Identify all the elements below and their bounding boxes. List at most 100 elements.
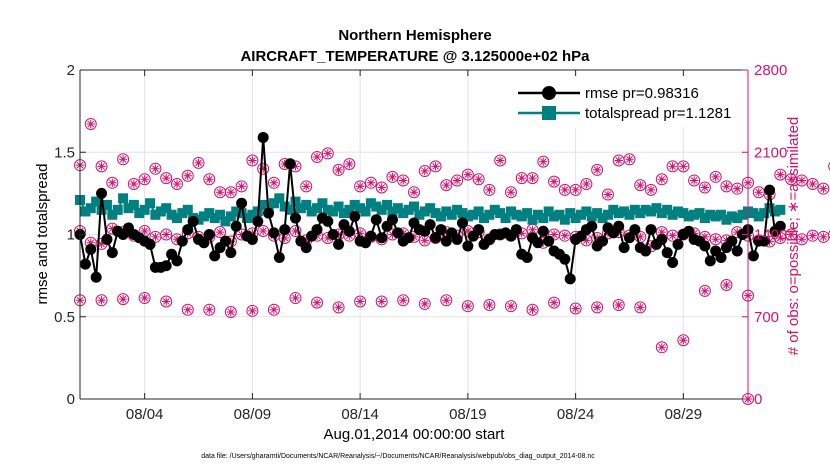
obs-count-point	[774, 168, 787, 181]
obs-possible-marker	[698, 284, 711, 297]
rmse-point	[327, 229, 339, 240]
obs-possible-marker	[160, 228, 173, 241]
totalspread-point	[349, 199, 360, 210]
x-tick-label-5: 08/29	[665, 406, 703, 423]
rmse-point	[726, 235, 738, 247]
rmse-point	[656, 233, 668, 245]
obs-count-point	[440, 294, 453, 307]
totalspread-point	[441, 206, 452, 217]
obs-count-point	[267, 176, 280, 189]
obs-assimilated-marker	[399, 296, 408, 305]
obs-count-point	[138, 291, 151, 304]
obs-count-point	[698, 181, 711, 194]
obs-possible-marker	[246, 304, 259, 317]
y2-tick-label-2: 1400	[754, 227, 787, 244]
totalspread-point	[759, 208, 770, 219]
totalspread-point	[333, 201, 344, 212]
obs-possible-marker	[311, 150, 324, 163]
rmse-point	[667, 256, 679, 268]
rmse-point	[704, 255, 716, 267]
obs-possible-marker	[257, 162, 270, 175]
obs-assimilated-marker	[549, 177, 559, 186]
obs-count-point	[224, 186, 237, 199]
obs-assimilated-marker	[291, 162, 300, 171]
x-tick-label-4: 08/24	[557, 406, 595, 423]
obs-count-point	[591, 163, 604, 176]
rmse-point	[672, 238, 684, 250]
totalspread-point	[732, 213, 743, 224]
obs-possible-marker	[160, 172, 173, 185]
obs-count-point	[214, 226, 227, 239]
obs-possible-marker	[364, 176, 377, 189]
obs-count-point	[806, 177, 819, 190]
obs-count-point	[785, 228, 798, 241]
obs-assimilated-marker	[97, 162, 106, 171]
obs-assimilated-marker	[636, 303, 645, 312]
totalspread-point	[306, 206, 317, 217]
totalspread-point	[629, 204, 640, 215]
obs-possible-marker	[375, 295, 388, 308]
rmse-point	[203, 229, 215, 240]
obs-count-point	[160, 295, 173, 308]
obs-count-point	[160, 172, 173, 185]
obs-count-point	[257, 224, 270, 237]
obs-count-point	[623, 153, 636, 166]
obs-assimilated-marker	[452, 176, 462, 185]
obs-count-point	[461, 168, 474, 181]
rmse-point	[645, 224, 657, 236]
rmse-point	[187, 215, 199, 227]
obs-count-point	[795, 233, 808, 246]
obs-assimilated-marker	[442, 296, 451, 305]
totalspread-point	[274, 193, 285, 204]
obs-possible-marker	[354, 180, 367, 193]
obs-assimilated-marker	[355, 297, 365, 306]
x-tick-label-3: 08/19	[449, 406, 487, 423]
rmse-point	[252, 215, 264, 227]
obs-count-point	[192, 156, 205, 169]
totalspread-point	[123, 203, 134, 214]
obs-count-point	[526, 172, 539, 185]
rmse-point	[370, 214, 382, 226]
obs-possible-marker	[472, 173, 485, 186]
chart-subtitle: AIRCRAFT_TEMPERATURE @ 3.125000e+02 hPa	[240, 48, 590, 65]
obs-assimilated-marker	[463, 170, 473, 179]
obs-assimilated-marker	[819, 232, 828, 242]
obs-assimilated-marker	[776, 170, 785, 179]
obs-count-point	[698, 284, 711, 297]
obs-count-point	[117, 153, 130, 166]
obs-possible-marker	[214, 226, 227, 239]
totalspread-point	[619, 206, 630, 217]
obs-assimilated-marker	[797, 176, 807, 185]
obs-assimilated-marker	[786, 175, 796, 184]
rmse-point	[322, 215, 334, 227]
obs-assimilated-marker	[366, 178, 376, 187]
obs-assimilated-marker	[646, 242, 656, 251]
obs-count-point	[558, 183, 571, 196]
rmse-point	[90, 271, 102, 283]
obs-assimilated-marker	[549, 298, 559, 307]
obs-possible-marker	[300, 180, 313, 193]
obs-assimilated-marker	[571, 185, 580, 195]
totalspread-point	[479, 213, 490, 224]
obs-assimilated-marker	[302, 182, 311, 191]
obs-assimilated-marker	[733, 184, 742, 193]
obs-possible-marker	[181, 303, 194, 316]
obs-assimilated-marker	[474, 175, 483, 184]
obs-count-point	[149, 162, 162, 175]
obs-count-point	[612, 299, 625, 311]
obs-count-point	[828, 162, 830, 171]
obs-count-point	[127, 177, 140, 190]
obs-possible-marker	[117, 293, 130, 306]
rmse-point	[386, 214, 398, 226]
obs-assimilated-marker	[517, 173, 526, 183]
totalspread-point	[608, 204, 619, 215]
obs-possible-marker	[170, 177, 183, 190]
rmse-point	[456, 217, 468, 229]
obs-count-point	[321, 147, 334, 160]
obs-assimilated-marker	[463, 226, 473, 236]
obs-count-point	[817, 230, 830, 243]
obs-count-point	[817, 182, 830, 195]
obs-possible-marker	[569, 302, 582, 315]
obs-assimilated-marker	[248, 229, 257, 238]
totalspread-point	[705, 209, 716, 220]
